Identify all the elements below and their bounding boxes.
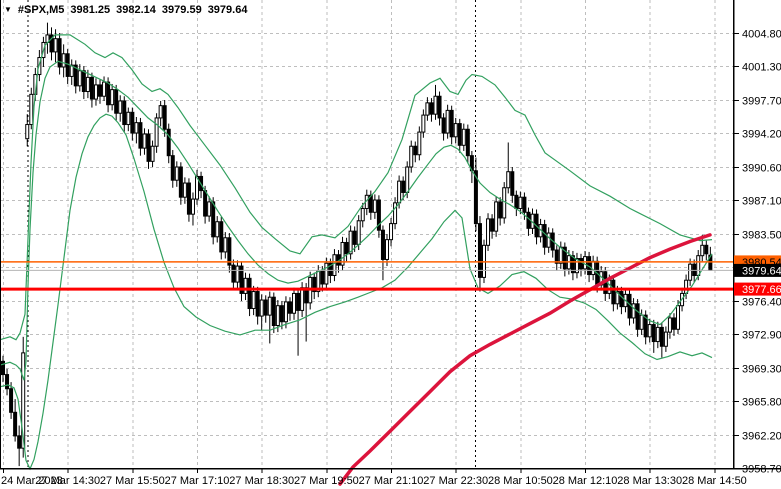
price-tick-label: 3969.30 bbox=[742, 364, 781, 376]
current-price-line-label: 3979.64 bbox=[742, 265, 781, 277]
time-tick-label: 28 Mar 14:50 bbox=[682, 475, 747, 487]
chart-frame bbox=[0, 0, 781, 470]
bollinger-middle-band bbox=[0, 60, 713, 381]
symbol-timeframe-label: #SPX,M5 bbox=[17, 4, 65, 16]
time-tick-label: 24 Mar 2023 bbox=[1, 475, 63, 487]
ohlc-low-value: 3979.59 bbox=[161, 4, 202, 16]
price-tick-label: 3994.20 bbox=[742, 129, 781, 141]
chart-collapse-icon[interactable]: ▼ bbox=[4, 5, 12, 14]
ohlc-open-value: 3981.25 bbox=[70, 4, 111, 16]
price-axis[interactable]: 4004.80 4001.30 3997.70 3994.20 3990.60 3987.… bbox=[734, 29, 781, 476]
ohlc-high-value: 3982.14 bbox=[116, 4, 156, 16]
price-tick-label: 4004.80 bbox=[742, 29, 781, 41]
horizontal-price-lines[interactable] bbox=[0, 261, 733, 291]
time-tick-label: 28 Mar 12:10 bbox=[553, 475, 618, 487]
price-tick-label: 3976.40 bbox=[742, 297, 781, 309]
time-tick-label: 27 Mar 21:10 bbox=[359, 475, 424, 487]
price-tick-label: 3958.70 bbox=[742, 464, 781, 476]
time-tick-label: 27 Mar 18:30 bbox=[229, 475, 294, 487]
candlesticks[interactable] bbox=[1, 22, 713, 467]
time-tick-label: 28 Mar 10:50 bbox=[488, 475, 553, 487]
chart-title: ▼ #SPX,M5 3981.25 3982.14 3979.59 3979.6… bbox=[4, 4, 247, 16]
time-tick-label: 27 Mar 15:50 bbox=[100, 475, 165, 487]
price-tick-label: 3987.10 bbox=[742, 196, 781, 208]
price-tick-label: 3990.60 bbox=[742, 163, 781, 175]
price-tick-label: 3983.50 bbox=[742, 230, 781, 242]
support-line-label-box[interactable] bbox=[734, 282, 781, 296]
price-tick-label: 3965.80 bbox=[742, 397, 781, 409]
price-tick-label: 3997.70 bbox=[742, 96, 781, 108]
time-tick-label: 27 Mar 22:30 bbox=[423, 475, 488, 487]
time-tick-label: 28 Mar 13:30 bbox=[617, 475, 682, 487]
day-separator-lines bbox=[27, 0, 476, 468]
price-tick-label: 3962.20 bbox=[742, 431, 781, 443]
moving-average-line bbox=[338, 233, 712, 486]
price-tick-label: 3972.90 bbox=[742, 330, 781, 342]
price-tick-label: 4001.30 bbox=[742, 62, 781, 74]
bollinger-upper-band bbox=[0, 34, 713, 341]
support-line-label: 3977.66 bbox=[742, 284, 781, 296]
time-tick-label: 27 Mar 19:50 bbox=[294, 475, 359, 487]
time-tick-label: 27 Mar 14:30 bbox=[35, 475, 100, 487]
ohlc-close-value: 3979.64 bbox=[207, 4, 248, 16]
current-price-line-label-box[interactable] bbox=[734, 263, 781, 277]
time-tick-label: 27 Mar 17:10 bbox=[165, 475, 230, 487]
